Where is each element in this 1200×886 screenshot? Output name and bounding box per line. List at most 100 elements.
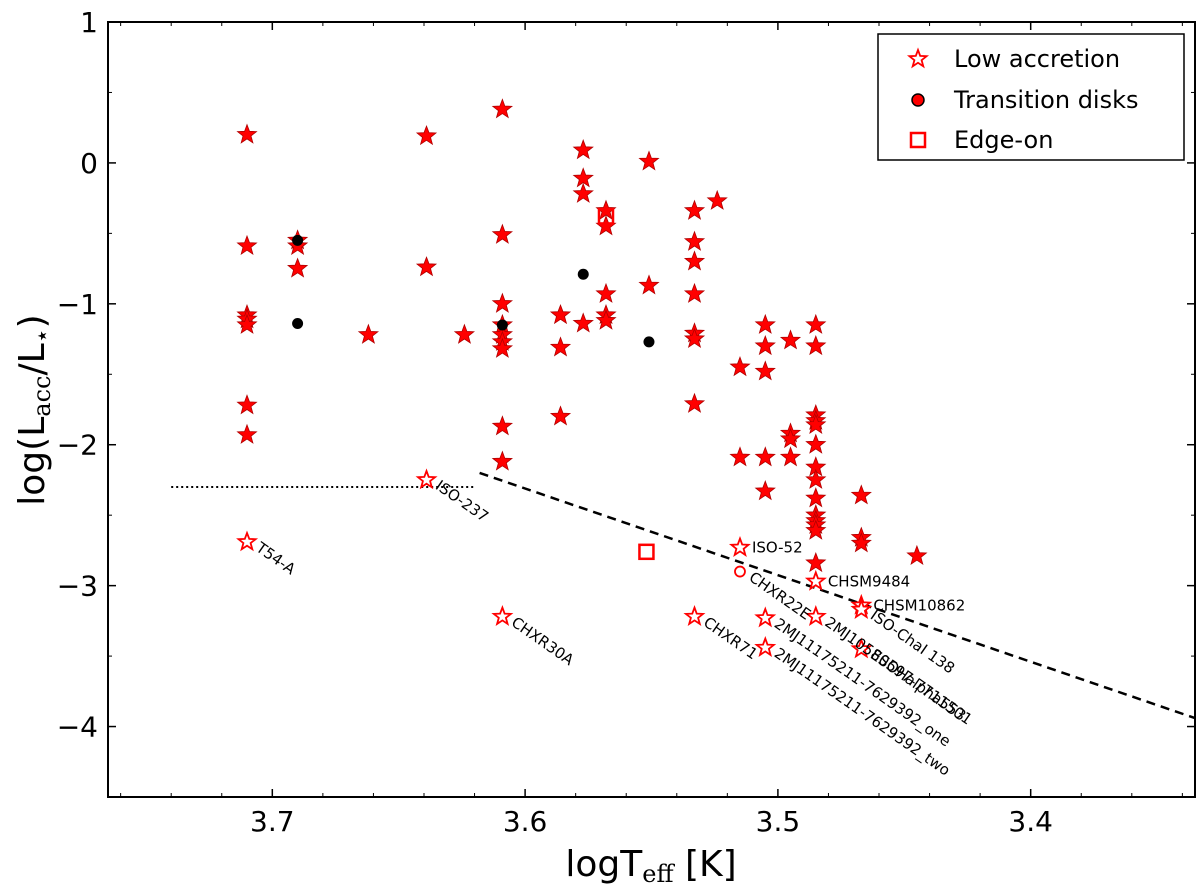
accretor-star	[236, 123, 258, 144]
accretor-star	[683, 250, 706, 271]
transition-disk-dot	[577, 268, 589, 280]
accretor-star	[805, 468, 827, 489]
edge-on-square	[597, 208, 615, 225]
accretor-star	[850, 484, 872, 505]
accretor-star	[805, 334, 827, 356]
accretor-star	[683, 327, 706, 349]
accretor-star	[491, 292, 513, 313]
transition-disk-dot	[292, 318, 304, 330]
low-accretor-star	[728, 536, 751, 557]
accretor-star	[572, 312, 594, 333]
accretor-star	[805, 413, 827, 435]
y-tick-label: −2	[57, 429, 98, 462]
accretor-star	[572, 182, 594, 203]
low-accretor-star	[850, 598, 873, 619]
y-tick-label: −1	[57, 288, 98, 321]
accretor-star	[638, 274, 660, 295]
accretor-star	[236, 394, 258, 415]
accretor-star	[595, 282, 617, 303]
x-tick-label: 3.7	[250, 805, 295, 838]
transition-disk-dot	[496, 319, 508, 331]
star-label: ISO-52	[752, 539, 803, 557]
accretor-star	[357, 323, 379, 344]
x-axis-title: logTeff [K]	[565, 844, 736, 886]
accretor-star	[683, 392, 706, 413]
reference-lines	[171, 471, 1196, 720]
accretor-star	[779, 446, 802, 467]
accretor-star	[415, 256, 438, 277]
accretor-star	[491, 337, 513, 358]
accretor-star	[683, 230, 706, 251]
low-accretor-star	[850, 637, 873, 659]
accretor-star	[729, 356, 751, 377]
low-accretor-star	[804, 604, 827, 626]
accretor-star	[850, 532, 872, 553]
axis-ticks: 3.7 3.6 3.5 3.4 1 0 −1 −2 −3 −4	[57, 6, 1195, 838]
low-accretor-star	[491, 605, 514, 627]
accretor-star	[236, 423, 258, 444]
legend-markers	[906, 47, 930, 149]
data-markers	[236, 98, 928, 659]
legend-dot	[911, 93, 925, 107]
accretor-star	[754, 446, 776, 467]
y-tick-label: 1	[80, 6, 98, 39]
low-accretor-star	[415, 468, 438, 490]
accretor-star	[287, 257, 309, 278]
accretor-star	[754, 313, 776, 334]
y-tick-label: −3	[57, 570, 98, 603]
low-accretor-star	[236, 530, 259, 552]
accretor-star	[729, 446, 751, 467]
accretor-star	[779, 329, 802, 350]
accretor-star	[572, 167, 594, 188]
transition-disk-dot	[643, 336, 655, 348]
accretor-star	[453, 323, 475, 344]
low-accretor-star	[683, 604, 706, 626]
accretor-star	[754, 360, 776, 381]
legend-label-low-accretion: Low accretion	[954, 45, 1120, 73]
accretor-star	[638, 150, 660, 171]
accretor-star	[572, 139, 594, 160]
star-label: CHSM9484	[828, 572, 910, 590]
legend-box	[877, 33, 1185, 161]
legend: Low accretion Transition disks Edge-on	[877, 33, 1185, 161]
accretor-star	[549, 405, 572, 426]
low-accretor-star	[804, 569, 827, 591]
edge-on-square	[638, 543, 655, 561]
legend-label-transition-disks: Transition disks	[953, 86, 1139, 114]
accretor-star	[706, 189, 728, 210]
accretor-star	[415, 124, 438, 146]
legend-label-edge-on: Edge-on	[954, 126, 1053, 154]
accretor-star	[805, 313, 827, 334]
dashed-threshold-line	[479, 471, 1196, 720]
y-axis-title: log(Lacc/L⋆)	[12, 314, 56, 505]
low-accretor-star	[754, 636, 777, 657]
accretor-star	[549, 303, 572, 325]
accretor-star	[805, 519, 827, 540]
accretor-star	[779, 427, 802, 449]
legend-open-star	[906, 47, 930, 69]
accretor-star	[491, 223, 513, 244]
accretor-star	[491, 415, 513, 436]
accretor-star	[236, 313, 258, 334]
accretor-star	[491, 98, 513, 119]
accretor-star	[906, 544, 928, 566]
accretor-star	[805, 433, 827, 454]
low-accretion-transition-disk	[734, 565, 746, 578]
accretor-star	[805, 487, 827, 508]
x-tick-label: 3.6	[503, 805, 548, 838]
accretor-star	[549, 336, 572, 357]
accretor-star	[805, 551, 827, 573]
x-tick-label: 3.5	[756, 805, 801, 838]
accretor-star	[754, 334, 776, 356]
accretor-star	[683, 282, 706, 303]
y-tick-label: 0	[80, 147, 98, 180]
accretor-star	[595, 309, 617, 330]
accretor-star	[491, 450, 513, 471]
x-tick-label: 3.4	[1008, 805, 1053, 838]
star-label: CHSM10862	[873, 596, 965, 614]
accretor-star	[683, 199, 706, 220]
low-accretor-star	[754, 606, 777, 628]
transition-disk-dot	[292, 234, 304, 246]
accretor-star	[754, 480, 776, 501]
